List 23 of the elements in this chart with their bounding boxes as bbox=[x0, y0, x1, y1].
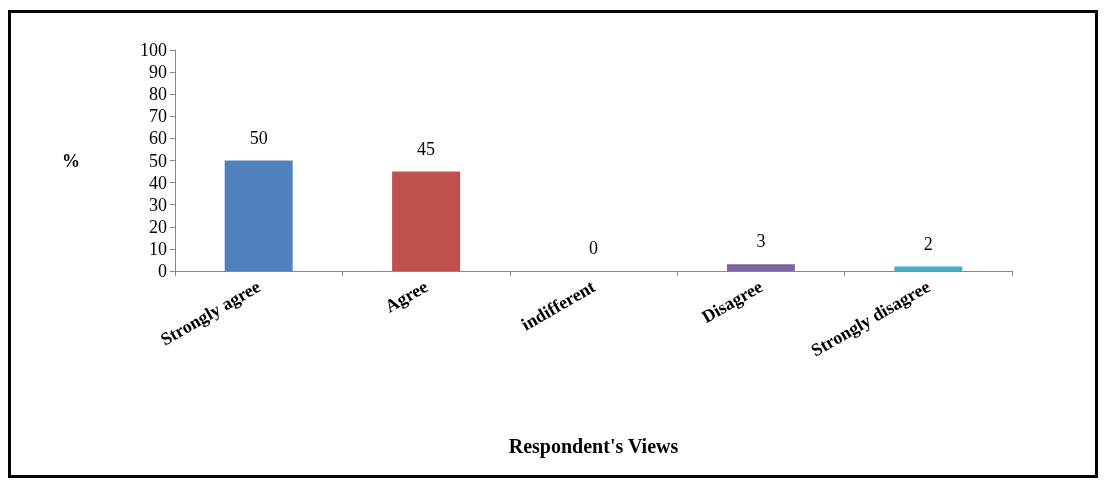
y-tick-label: 80 bbox=[149, 84, 167, 105]
y-axis-title: % bbox=[62, 150, 80, 171]
data-label: 2 bbox=[923, 233, 933, 254]
x-axis-title: Respondent's Views bbox=[508, 435, 679, 458]
y-tick-label: 90 bbox=[149, 62, 167, 83]
bar bbox=[894, 266, 963, 271]
y-tick-label: 40 bbox=[149, 172, 167, 193]
x-tick-label: Agree bbox=[381, 276, 432, 317]
bar bbox=[392, 171, 461, 271]
data-label: 45 bbox=[417, 138, 436, 159]
data-label: 50 bbox=[249, 127, 268, 148]
y-tick-label: 0 bbox=[158, 261, 167, 281]
y-tick-label: 50 bbox=[149, 150, 167, 171]
y-tick-label: 70 bbox=[149, 106, 167, 127]
data-label: 0 bbox=[589, 238, 598, 258]
y-tick-label: 10 bbox=[149, 238, 167, 259]
data-label: 3 bbox=[756, 231, 766, 252]
y-tick-label: 30 bbox=[149, 194, 167, 215]
y-tick-label: 20 bbox=[149, 216, 167, 237]
bar bbox=[726, 264, 795, 271]
bar bbox=[224, 160, 293, 271]
y-tick-label: 60 bbox=[149, 128, 167, 149]
y-tick-label: 100 bbox=[140, 40, 167, 60]
